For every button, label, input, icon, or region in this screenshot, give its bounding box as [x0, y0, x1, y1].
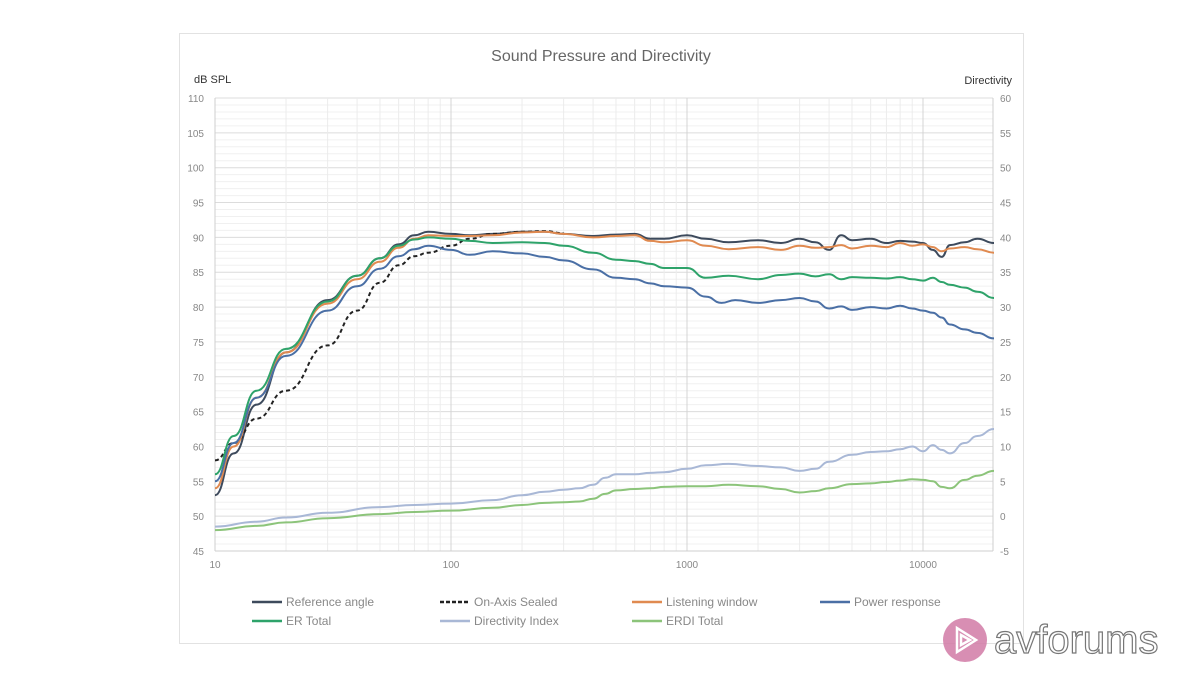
chart-title: Sound Pressure and Directivity: [491, 48, 711, 65]
y-tick-label: 45: [193, 547, 205, 558]
y-tick-label: 100: [187, 164, 204, 175]
x-tick-labels: 10 100 1000 10000: [209, 560, 937, 571]
y-tick-label: 70: [193, 373, 205, 384]
legend-label: Reference angle: [286, 595, 374, 609]
series-lines: [214, 230, 995, 532]
series-line-power-response: [214, 244, 995, 483]
legend-label: Power response: [854, 595, 941, 609]
y2-tick-label: 25: [1000, 338, 1012, 349]
y-tick-label: 110: [188, 94, 204, 105]
legend-label: Listening window: [666, 595, 758, 609]
y-tick-label: 50: [193, 512, 205, 523]
series-line-directivity-index: [214, 428, 995, 528]
x-tick-label: 10: [209, 560, 221, 571]
y2-tick-label: 50: [1000, 164, 1012, 175]
y-tick-labels: 110 105 100 95 90 85 80 75 70 65 60 55 50 45: [187, 94, 204, 558]
series-line-reference-angle: [214, 230, 995, 497]
y2-tick-label: 45: [1000, 199, 1012, 210]
sound-pressure-chart: Sound Pressure and Directivity dB SPL Di…: [187, 48, 1012, 628]
series-line-listening-window: [214, 230, 995, 490]
y2-tick-label: -5: [1000, 547, 1009, 558]
grid: [214, 97, 994, 552]
y2-tick-label: 40: [1000, 233, 1012, 244]
y-tick-label: 105: [187, 129, 204, 140]
y2-tick-label: 20: [1000, 373, 1012, 384]
y2-tick-label: 60: [1000, 94, 1012, 105]
y-tick-label: 85: [193, 268, 205, 279]
series-line-er-total: [214, 236, 995, 476]
y-axis-label: dB SPL: [194, 74, 231, 86]
y-tick-label: 55: [193, 477, 205, 488]
y2-tick-label: 10: [1000, 442, 1012, 453]
y2-tick-label: 0: [1000, 512, 1006, 523]
y2-tick-label: 30: [1000, 303, 1012, 314]
legend-label: ER Total: [286, 614, 331, 628]
x-tick-label: 100: [443, 560, 460, 571]
y2-tick-label: 35: [1000, 268, 1012, 279]
y2-tick-label: 15: [1000, 408, 1012, 419]
legend: Reference angle On-Axis Sealed Listening w…: [252, 595, 941, 628]
legend-label: On-Axis Sealed: [474, 595, 557, 609]
logo-circle-icon: [943, 618, 987, 662]
y2-axis-label: Directivity: [964, 75, 1012, 87]
chart-frame: Sound Pressure and Directivity dB SPL Di…: [179, 33, 1024, 644]
y-tick-label: 90: [193, 233, 205, 244]
brand-name: avforums: [994, 618, 1159, 662]
y-tick-label: 95: [193, 199, 205, 210]
y-tick-label: 65: [193, 408, 205, 419]
y-tick-label: 75: [193, 338, 205, 349]
y2-tick-label: 5: [1000, 477, 1006, 488]
legend-label: ERDI Total: [666, 614, 723, 628]
series-line-on-axis-sealed: [214, 230, 564, 462]
y-tick-label: 60: [193, 442, 205, 453]
y2-tick-label: 55: [1000, 129, 1012, 140]
series-line-erdi-total: [214, 469, 995, 532]
legend-label: Directivity Index: [474, 614, 559, 628]
x-tick-label: 10000: [909, 560, 937, 571]
avforums-watermark: avforums: [943, 617, 1159, 663]
y-tick-label: 80: [193, 303, 205, 314]
x-tick-label: 1000: [676, 560, 699, 571]
play-triangle-icon: [955, 625, 979, 655]
